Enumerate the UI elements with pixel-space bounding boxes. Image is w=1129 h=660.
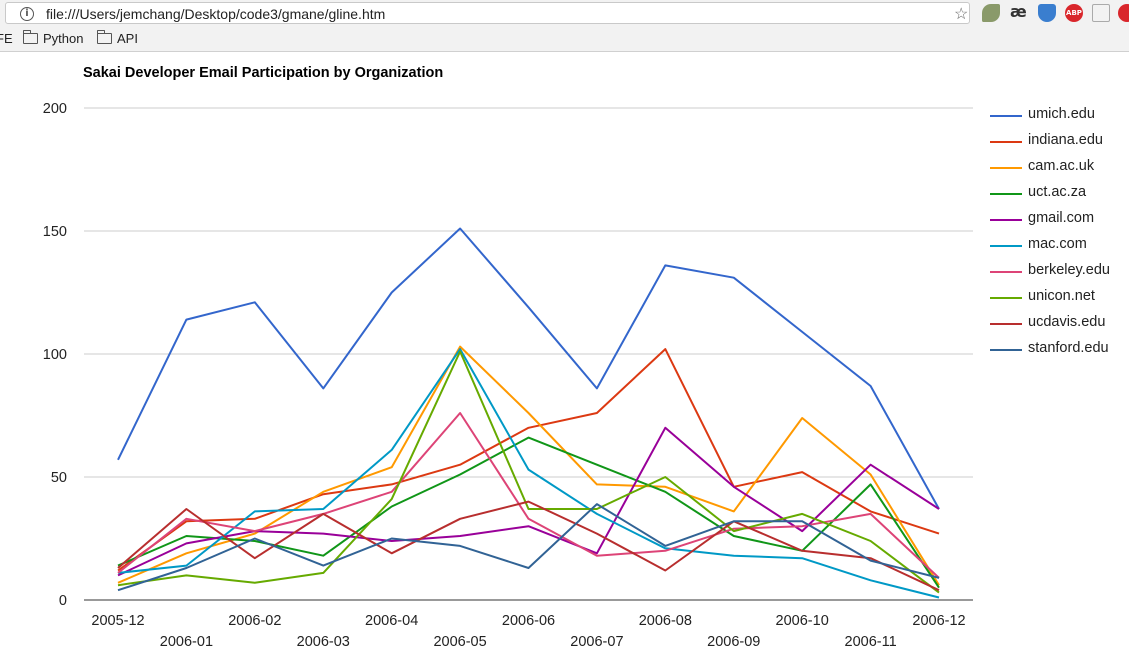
x-tick-label: 2005-12 bbox=[91, 613, 144, 629]
bookmark-star-icon[interactable]: ☆ bbox=[954, 6, 969, 23]
legend-label: unicon.net bbox=[1028, 288, 1095, 304]
x-tick-label: 2006-11 bbox=[845, 634, 897, 650]
legend-label: umich.edu bbox=[1028, 106, 1095, 122]
x-tick-label: 2006-10 bbox=[776, 613, 829, 629]
info-icon[interactable]: i bbox=[20, 7, 34, 21]
legend-label: mac.com bbox=[1028, 236, 1087, 252]
legend-label: stanford.edu bbox=[1028, 340, 1109, 356]
legend-label: gmail.com bbox=[1028, 210, 1095, 226]
legend-swatch bbox=[990, 245, 1022, 247]
series-line-stanford-edu bbox=[117, 503, 940, 592]
x-tick-label: 2006-08 bbox=[639, 613, 692, 629]
series-line-cam-ac-uk bbox=[117, 345, 940, 586]
y-tick-label: 150 bbox=[43, 224, 67, 240]
x-tick-label: 2006-05 bbox=[433, 634, 486, 650]
folder-icon bbox=[97, 30, 112, 44]
x-tick-label: 2006-06 bbox=[502, 613, 555, 629]
x-tick-label: 2006-12 bbox=[912, 613, 965, 629]
bookmark-api[interactable]: API bbox=[117, 31, 138, 46]
legend-label: berkeley.edu bbox=[1028, 262, 1110, 278]
extension-ae-icon[interactable]: æ bbox=[1010, 2, 1027, 21]
series-line-unicon-net bbox=[117, 350, 940, 594]
x-tick-label: 2006-03 bbox=[297, 634, 350, 650]
x-tick-label: 2006-01 bbox=[160, 634, 213, 650]
series-line-umich-edu bbox=[117, 227, 940, 510]
y-tick-label: 0 bbox=[59, 593, 67, 609]
x-tick-label: 2006-07 bbox=[570, 634, 623, 650]
legend-swatch bbox=[990, 167, 1022, 169]
x-tick-label: 2006-04 bbox=[365, 613, 418, 629]
legend-label: cam.ac.uk bbox=[1028, 158, 1095, 174]
extension-red-icon[interactable] bbox=[1118, 4, 1129, 22]
legend-swatch bbox=[990, 193, 1022, 195]
x-tick-label: 2006-02 bbox=[228, 613, 281, 629]
browser-toolbar: i file:///Users/jemchang/Desktop/code3/g… bbox=[0, 0, 1129, 27]
extension-shield-icon[interactable] bbox=[1038, 4, 1056, 22]
chart-title: Sakai Developer Email Participation by O… bbox=[83, 65, 444, 81]
legend-swatch bbox=[990, 219, 1022, 221]
x-tick-label: 2006-09 bbox=[707, 634, 760, 650]
extension-page-icon[interactable] bbox=[1092, 4, 1110, 22]
extension-leaf-icon[interactable] bbox=[982, 4, 1000, 22]
bookmarks-bar: FE Python API bbox=[0, 27, 1129, 52]
adblock-icon[interactable]: ABP bbox=[1065, 4, 1083, 22]
legend-swatch bbox=[990, 271, 1022, 273]
series-line-ucdavis-edu bbox=[117, 500, 940, 592]
legend-swatch bbox=[990, 349, 1022, 351]
series-line-berkeley-edu bbox=[117, 412, 940, 579]
legend-label: ucdavis.edu bbox=[1028, 314, 1106, 330]
legend-swatch bbox=[990, 323, 1022, 325]
series-line-uct-ac-za bbox=[117, 436, 940, 589]
legend-swatch bbox=[990, 115, 1022, 117]
legend-swatch bbox=[990, 141, 1022, 143]
legend-label: uct.ac.za bbox=[1028, 184, 1087, 200]
bookmark-fe[interactable]: FE bbox=[0, 31, 13, 46]
bookmark-python[interactable]: Python bbox=[43, 31, 84, 46]
folder-icon bbox=[23, 30, 38, 44]
y-tick-label: 100 bbox=[43, 347, 67, 363]
legend-label: indiana.edu bbox=[1028, 132, 1103, 148]
address-bar[interactable]: i file:///Users/jemchang/Desktop/code3/g… bbox=[5, 2, 970, 24]
url-text[interactable]: file:///Users/jemchang/Desktop/code3/gma… bbox=[46, 6, 386, 22]
series-line-indiana-edu bbox=[117, 348, 940, 572]
series-line-mac-com bbox=[117, 348, 940, 599]
legend-swatch bbox=[990, 297, 1022, 299]
y-tick-label: 200 bbox=[43, 101, 67, 117]
y-tick-label: 50 bbox=[51, 470, 67, 486]
